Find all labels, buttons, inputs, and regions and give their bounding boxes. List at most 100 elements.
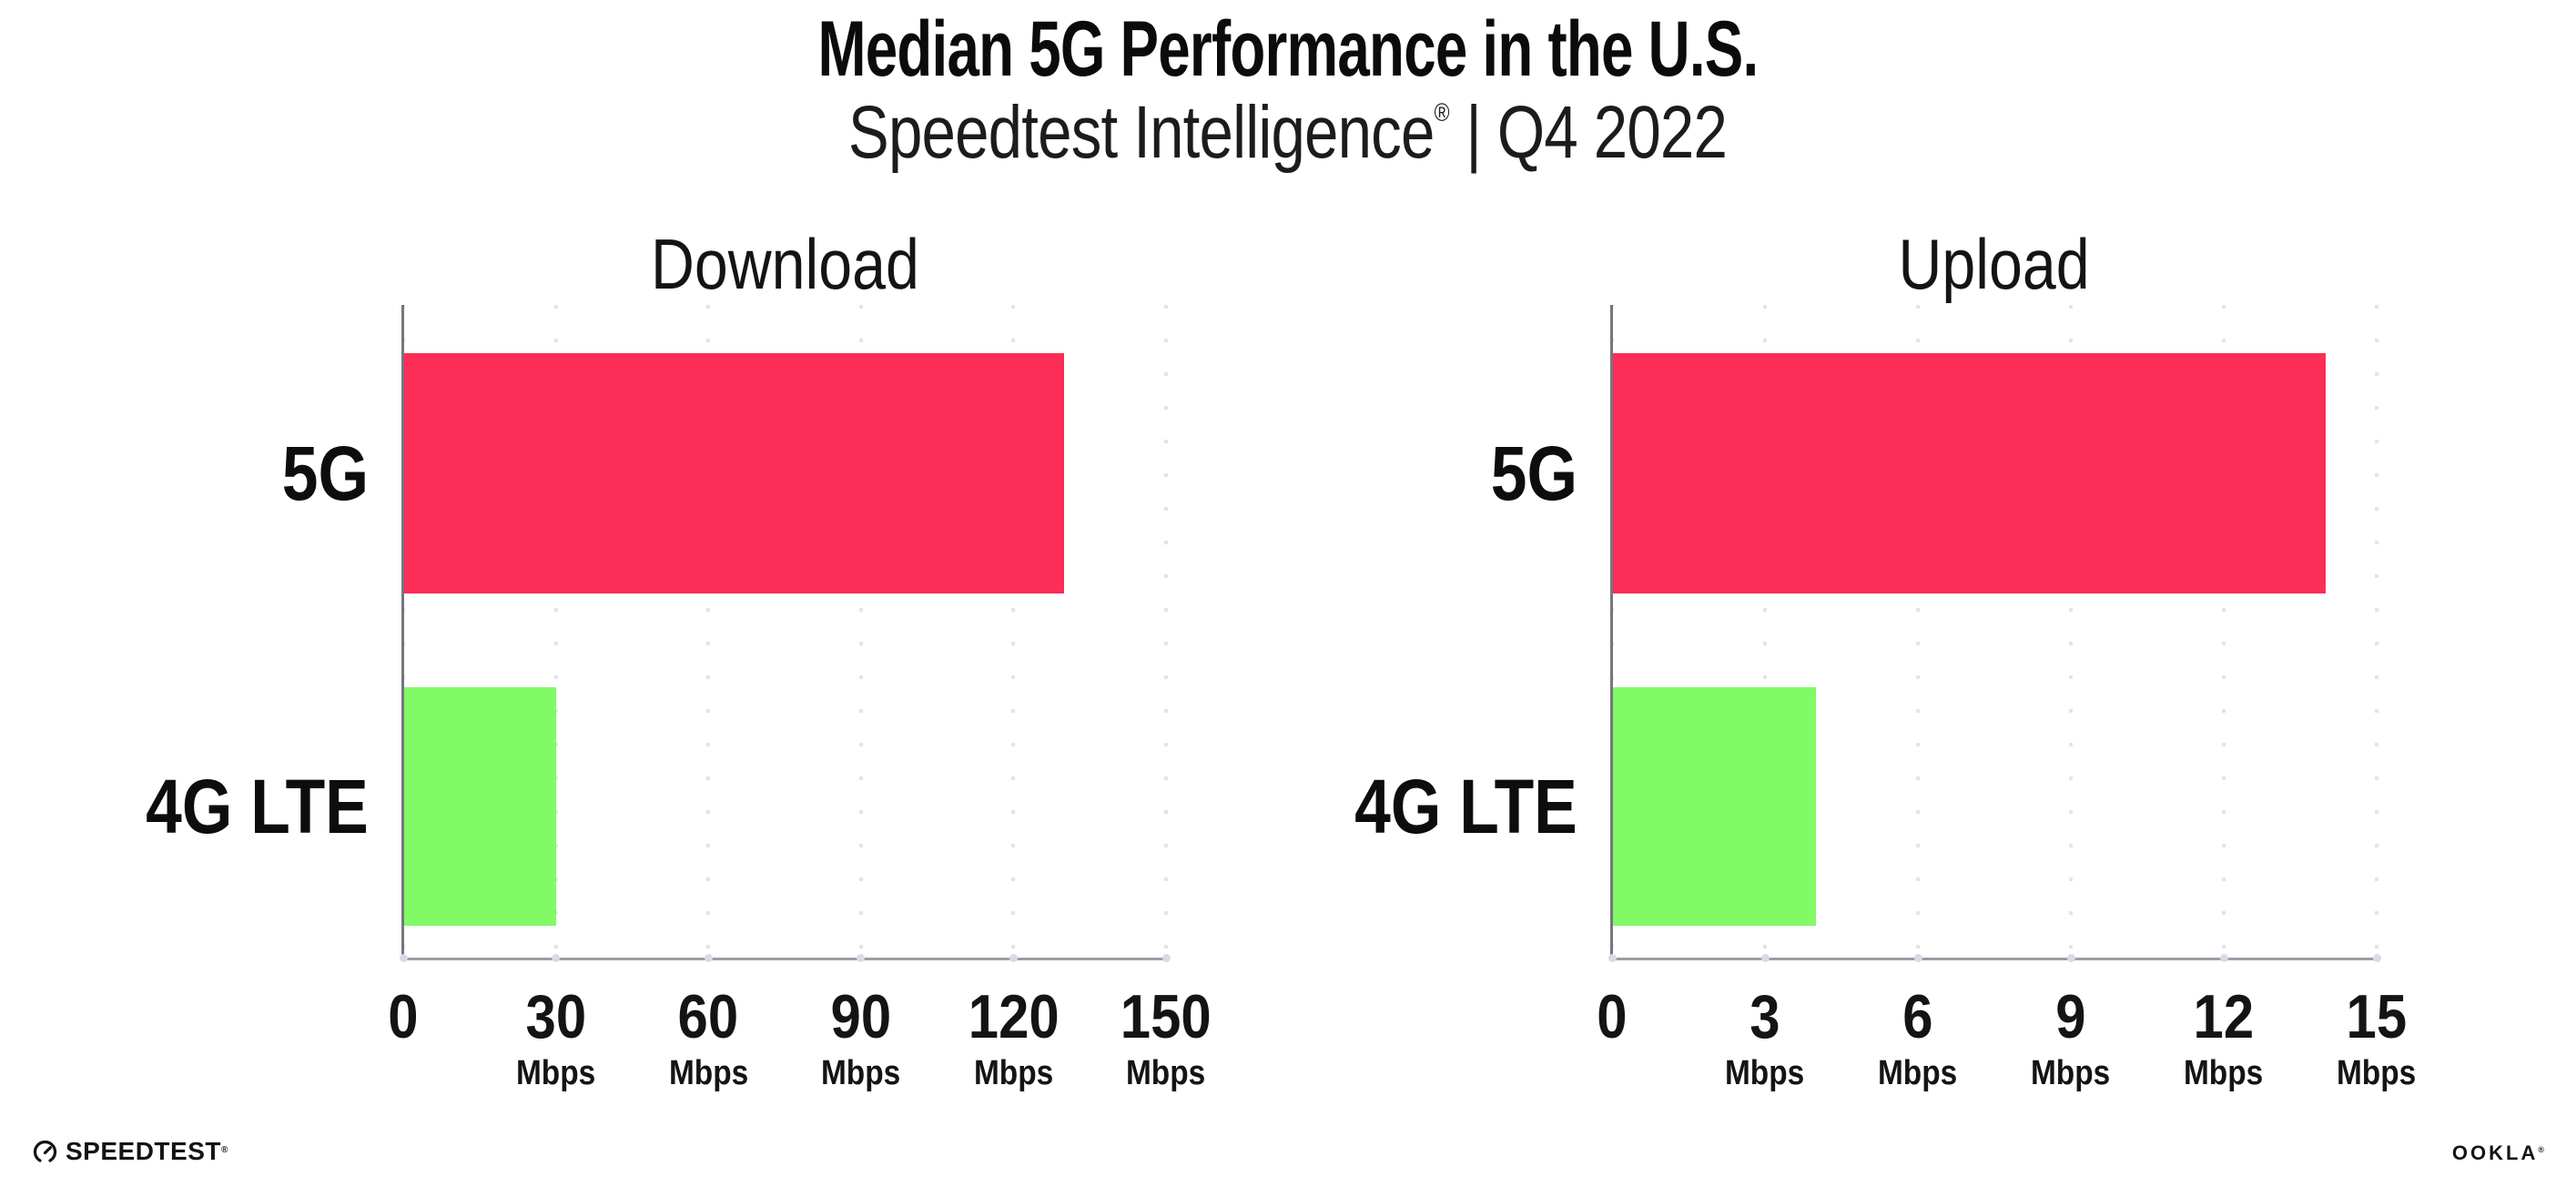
gridline <box>2375 305 2378 959</box>
x-tick-unit: Mbps <box>2258 1054 2495 1092</box>
ookla-logo: OOKLA® <box>2452 1141 2544 1165</box>
x-tick-value: 30 <box>438 983 674 1050</box>
registered-mark-icon: ® <box>2538 1145 2544 1154</box>
x-tick-15: 15 Mbps <box>2258 983 2495 1092</box>
x-tick-value-text: 0 <box>388 982 419 1051</box>
gridline <box>1916 305 1920 959</box>
gridline <box>553 305 558 959</box>
bar-5g <box>1612 353 2326 593</box>
x-tick-value: 15 <box>2258 983 2495 1050</box>
bar-5g <box>403 353 1065 593</box>
x-tick-0: 0 <box>1494 983 1730 1050</box>
axis-tick-dot <box>1607 954 1617 962</box>
x-tick-value: 0 <box>285 983 522 1050</box>
panel-title-upload: Upload <box>1612 226 2377 302</box>
x-tick-unit-text: Mbps <box>2031 1054 2111 1092</box>
bar-4g-lte <box>1612 687 1816 926</box>
axis-tick-dot <box>1161 954 1171 962</box>
axis-tick-dot <box>1760 954 1770 962</box>
x-axis-line <box>401 958 1170 960</box>
x-tick-value-text: 15 <box>2346 982 2408 1051</box>
panel-title-download: Download <box>403 226 1166 302</box>
panel-title-text: Upload <box>1898 224 2091 304</box>
x-tick-unit: Mbps <box>1952 1054 2189 1092</box>
registered-mark-icon: ® <box>220 1145 228 1155</box>
x-tick-unit-text: Mbps <box>515 1054 596 1092</box>
x-tick-value-text: 30 <box>525 982 586 1051</box>
panel-title-text: Download <box>650 224 919 304</box>
bar-4g-lte <box>403 687 556 926</box>
x-tick-30: 30 Mbps <box>438 983 674 1092</box>
x-tick-value-text: 3 <box>1749 982 1780 1051</box>
x-tick-unit-text: Mbps <box>2184 1054 2264 1092</box>
x-tick-value-text: 150 <box>1121 982 1212 1051</box>
x-tick-unit-text: Mbps <box>973 1054 1054 1092</box>
x-tick-unit: Mbps <box>438 1054 674 1092</box>
x-tick-value-text: 0 <box>1597 982 1628 1051</box>
gridline <box>1011 305 1016 959</box>
axis-tick-dot <box>2219 954 2228 962</box>
x-tick-150: 150 Mbps <box>1048 983 1284 1092</box>
x-tick-90: 90 Mbps <box>743 983 979 1092</box>
axis-tick-dot <box>2066 954 2075 962</box>
gridline <box>1164 305 1168 959</box>
x-tick-unit: Mbps <box>1800 1054 2036 1092</box>
x-tick-unit: Mbps <box>2105 1054 2342 1092</box>
x-tick-unit-text: Mbps <box>1126 1054 1206 1092</box>
x-tick-value: 9 <box>1952 983 2189 1050</box>
gridline <box>858 305 863 959</box>
category-label-5g: 5G <box>0 426 369 521</box>
y-axis-spine <box>401 305 404 960</box>
x-tick-6: 6 Mbps <box>1800 983 2036 1092</box>
x-tick-value: 3 <box>1647 983 1883 1050</box>
x-tick-9: 9 Mbps <box>1952 983 2189 1092</box>
x-tick-3: 3 Mbps <box>1647 983 1883 1092</box>
x-tick-unit: Mbps <box>1048 1054 1284 1092</box>
x-tick-0: 0 <box>285 983 522 1050</box>
subtitle-brand: Speedtest Intelligence <box>848 91 1435 174</box>
x-tick-value-text: 9 <box>2055 982 2086 1051</box>
subtitle-period: | Q4 2022 <box>1449 91 1729 174</box>
x-tick-value: 0 <box>1494 983 1730 1050</box>
category-label-text: 4G LTE <box>1354 764 1577 849</box>
gridline <box>706 305 711 959</box>
x-tick-value: 120 <box>895 983 1131 1050</box>
x-tick-value: 12 <box>2105 983 2342 1050</box>
x-tick-60: 60 Mbps <box>590 983 827 1092</box>
axis-tick-dot <box>857 954 866 962</box>
speedtest-gauge-icon <box>33 1140 57 1164</box>
axis-tick-dot <box>399 954 408 962</box>
x-tick-unit-text: Mbps <box>821 1054 901 1092</box>
x-tick-unit: Mbps <box>1647 1054 1883 1092</box>
y-axis-spine <box>1610 305 1613 960</box>
x-tick-unit-text: Mbps <box>2337 1054 2417 1092</box>
x-tick-value: 90 <box>743 983 979 1050</box>
category-label-5g: 5G <box>1177 426 1577 521</box>
x-tick-value-text: 90 <box>830 982 892 1051</box>
category-label-text: 5G <box>1490 431 1577 516</box>
x-tick-value: 150 <box>1048 983 1284 1050</box>
page-subtitle-text: Speedtest Intelligence® | Q4 2022 <box>848 91 1729 189</box>
x-axis-line <box>1610 958 2380 960</box>
x-tick-120: 120 Mbps <box>895 983 1131 1092</box>
speedtest-logo: SPEEDTEST® <box>33 1137 228 1166</box>
page-subtitle: Speedtest Intelligence® | Q4 2022 <box>0 93 2576 189</box>
ookla-wordmark: OOKLA <box>2451 1141 2539 1164</box>
x-tick-value: 6 <box>1800 983 2036 1050</box>
x-tick-value: 60 <box>590 983 827 1050</box>
axis-tick-dot <box>552 954 561 962</box>
speedtest-wordmark: SPEEDTEST® <box>66 1137 228 1165</box>
x-tick-unit: Mbps <box>895 1054 1131 1092</box>
gridline <box>1763 305 1767 959</box>
gridline <box>2069 305 2073 959</box>
gridline <box>2222 305 2226 959</box>
x-tick-value-text: 60 <box>677 982 739 1051</box>
x-tick-value-text: 6 <box>1902 982 1933 1051</box>
axis-tick-dot <box>704 954 713 962</box>
page-title-text: Median 5G Performance in the U.S. <box>817 5 1760 93</box>
x-tick-unit: Mbps <box>590 1054 827 1092</box>
registered-mark-icon: ® <box>1435 98 1450 127</box>
category-label-4g-lte: 4G LTE <box>1177 759 1577 854</box>
x-tick-unit-text: Mbps <box>1878 1054 1958 1092</box>
